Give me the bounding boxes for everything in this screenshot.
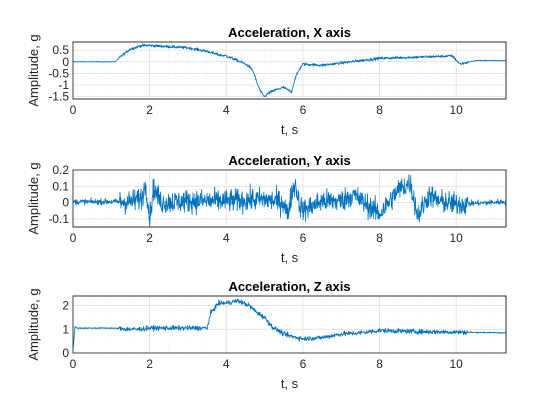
x-tick-label: 4: [223, 357, 230, 371]
x-tick-label: 10: [450, 357, 464, 371]
plot-border: [72, 169, 507, 228]
series-line: [72, 174, 507, 228]
x-tick-label: 2: [146, 357, 153, 371]
y-tick-label: -0.1: [48, 212, 69, 226]
plot-border: [72, 41, 507, 100]
y-tick-label: 0.2: [52, 163, 69, 177]
y-tick-label: 0.5: [52, 43, 69, 57]
y-axis-label: Amplitude, g: [26, 34, 41, 106]
y-tick-label: -0.5: [48, 66, 69, 80]
x-tick-label: 6: [300, 103, 307, 117]
subplot-title: Acceleration, Y axis: [228, 153, 350, 168]
x-tick-label: 8: [376, 357, 383, 371]
x-tick-label: 2: [146, 103, 153, 117]
y-tick-label: 0: [62, 55, 69, 69]
x-tick-label: 8: [376, 231, 383, 245]
x-tick-label: 6: [300, 357, 307, 371]
x-tick-label: 4: [223, 231, 230, 245]
x-tick-label: 2: [146, 231, 153, 245]
subplot-title: Acceleration, Z axis: [228, 279, 350, 294]
y-tick-label: -1: [58, 78, 69, 92]
y-axis-label: Amplitude, g: [26, 162, 41, 234]
x-tick-label: 10: [450, 103, 464, 117]
y-tick-label: -1.5: [48, 90, 69, 104]
x-tick-label: 10: [450, 231, 464, 245]
x-tick-label: 6: [300, 231, 307, 245]
x-axis-label: t, s: [281, 122, 299, 137]
x-axis-label: t, s: [281, 376, 299, 391]
y-axis-label: Amplitude, g: [26, 288, 41, 360]
plot-area: [72, 295, 507, 354]
y-tick-label: 0: [62, 346, 69, 360]
x-tick-label: 8: [376, 103, 383, 117]
y-tick-label: 2: [62, 299, 69, 313]
x-tick-label: 4: [223, 103, 230, 117]
y-tick-label: 0.1: [52, 179, 69, 193]
y-tick-label: 1: [62, 322, 69, 336]
subplot-title: Acceleration, X axis: [228, 25, 351, 40]
plot-border: [72, 295, 507, 354]
subplot-acceleration-z: 0 2 4 6 8 10 0 1 2 Acceleration, Z axis t, s Amplit…: [26, 279, 507, 391]
series-line: [72, 298, 507, 351]
x-tick-label: 0: [70, 357, 77, 371]
series-line: [72, 43, 507, 98]
x-tick-label: 0: [70, 103, 77, 117]
x-axis-label: t, s: [281, 250, 299, 265]
x-tick-label: 0: [70, 231, 77, 245]
y-tick-label: 0: [62, 196, 69, 210]
